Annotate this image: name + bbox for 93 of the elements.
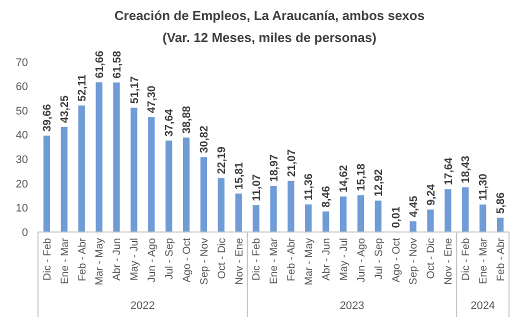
data-label: 15,18	[356, 164, 368, 192]
data-label: 8,46	[320, 186, 333, 208]
data-label: 12,92	[373, 169, 386, 197]
x-tick-label: Ene - Mar	[268, 238, 280, 284]
x-tick-label: Ene - Mar	[478, 238, 490, 284]
data-label: 61,58	[111, 50, 124, 78]
bar	[130, 108, 138, 232]
bar	[427, 210, 434, 232]
bar	[374, 200, 382, 232]
data-label: 30,82	[198, 126, 211, 154]
data-label: 17,64	[442, 156, 455, 186]
x-tick-label: Oct - Dic	[216, 238, 228, 279]
data-label: 15,81	[233, 162, 246, 190]
bar	[200, 157, 208, 232]
x-tick-label: Ene - Mar	[58, 238, 71, 284]
bar	[60, 126, 68, 232]
data-label: 39,66	[42, 104, 54, 132]
bar	[462, 187, 469, 232]
bar	[148, 117, 155, 232]
bar	[96, 82, 102, 232]
x-tick-label: Jul - Sep	[372, 238, 385, 280]
y-tick-label: 10	[16, 202, 28, 215]
data-label: 52,11	[76, 74, 88, 102]
bar	[444, 189, 452, 232]
data-label: 38,88	[181, 106, 194, 134]
bar	[496, 218, 504, 232]
text: 2022	[130, 300, 155, 312]
bar	[78, 105, 85, 232]
data-label: 14,62	[338, 164, 350, 192]
data-label: 22,19	[216, 146, 228, 174]
bar	[288, 180, 294, 232]
data-label: 18,97	[268, 154, 280, 182]
x-tick-label: Nov - Ene	[442, 238, 455, 285]
data-label: 37,64	[164, 108, 176, 137]
data-label: 9,24	[425, 183, 438, 206]
data-label: 61,66	[94, 50, 106, 78]
y-tick-label: 70	[16, 56, 28, 69]
bar	[182, 138, 190, 232]
data-label: 43,25	[59, 95, 72, 123]
data-label: 5,86	[495, 192, 508, 214]
data-label: 21,07	[286, 149, 298, 177]
x-tick-label: May - Jul	[338, 238, 350, 281]
x-tick-label: Mar - May	[303, 237, 316, 286]
y-tick-label: 60	[16, 81, 28, 94]
x-tick-label: Ago - Oct	[180, 238, 193, 282]
x-tick-label: Dic - Feb	[250, 238, 263, 281]
text: 2024	[470, 300, 496, 312]
x-tick-label: Dic - Feb	[460, 238, 472, 281]
x-tick-label: Nov - Ene	[233, 238, 246, 285]
chart-title: Creación de Empleos, La Araucanía, ambos sexos	[114, 8, 425, 23]
x-tick-label: Feb - Abr	[286, 238, 298, 282]
x-tick-label: Jul - Sep	[164, 238, 176, 280]
data-label: 47,30	[146, 86, 158, 114]
x-tick-label: May - Jul	[128, 238, 141, 281]
data-label: 4,45	[408, 196, 420, 218]
bar	[340, 196, 347, 232]
x-tick-label: Feb - Abr	[494, 238, 507, 282]
bar	[270, 186, 277, 232]
x-tick-label: Mar - May	[94, 237, 106, 286]
bar	[252, 205, 260, 232]
x-tick-label: Ago - Oct	[390, 238, 402, 282]
bar	[43, 136, 50, 232]
text: 2023	[340, 300, 364, 312]
data-label: 18,43	[460, 156, 472, 184]
x-tick-label: Jun - Ago	[355, 238, 368, 282]
chart-subtitle: (Var. 12 Meses, miles de personas)	[162, 30, 376, 45]
bar	[235, 194, 242, 232]
x-tick-label: Jun - Ago	[146, 238, 158, 282]
x-tick-label: Sep - Nov	[198, 237, 210, 285]
bar	[166, 140, 172, 232]
y-tick-label: 20	[16, 178, 28, 190]
data-label: 11,30	[478, 174, 490, 201]
data-label: 11,07	[250, 174, 263, 202]
x-tick-label: Sep - Nov	[408, 237, 420, 285]
x-tick-label: Abr - Jun	[111, 238, 124, 281]
x-tick-label: Oct - Dic	[425, 238, 438, 279]
bar	[480, 204, 486, 232]
x-tick-label: Dic - Feb	[41, 238, 54, 281]
bar	[410, 221, 416, 232]
data-label: 11,36	[303, 173, 316, 200]
bar	[305, 204, 312, 232]
x-tick-label: Abr - Jun	[320, 238, 333, 281]
data-label: 0,01	[390, 206, 402, 228]
bar	[218, 178, 224, 232]
y-tick-label: 0	[22, 226, 28, 239]
bar	[322, 211, 330, 232]
bar	[357, 195, 364, 232]
data-label: 51,17	[128, 76, 141, 104]
y-tick-label: 50	[16, 105, 28, 118]
y-tick-label: 30	[16, 154, 28, 166]
y-tick-label: 40	[16, 130, 28, 142]
bar	[113, 82, 120, 232]
x-tick-label: Feb - Abr	[76, 238, 88, 282]
